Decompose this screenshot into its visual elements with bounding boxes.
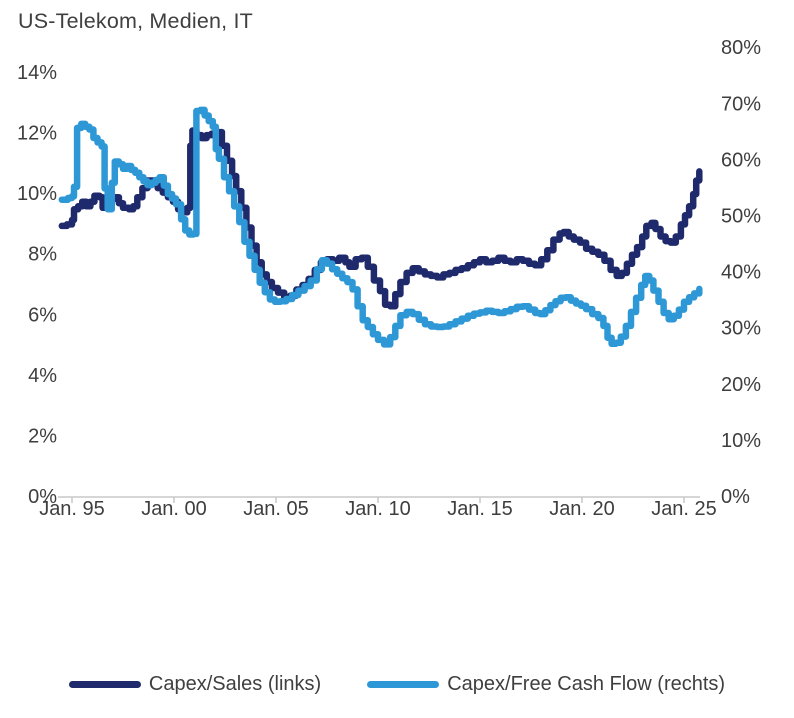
line-chart: 0% 2% 4% 6% 8% 10% 12% 14% 0% 10% 20% 30% 40% 50% 60% 7…: [17, 37, 761, 520]
y-left-tick-label: 12%: [17, 123, 57, 145]
legend-item-capex-fcf: Capex/Free Cash Flow (rechts): [367, 673, 725, 696]
series-path-capex-free-cash-flow: [58, 106, 703, 348]
legend-label-capex-sales: Capex/Sales (links): [148, 672, 322, 695]
legend-item-capex-sales: Capex/Sales (links): [68, 672, 322, 696]
y-left-tick-label: 10%: [17, 183, 57, 205]
legend-label-capex-fcf: Capex/Free Cash Flow (rechts): [447, 672, 726, 695]
y-right-tick-label: 10%: [721, 430, 761, 452]
y-right-tick-label: 20%: [721, 374, 761, 396]
y-left-tick-label: 4%: [28, 365, 57, 387]
y-right-tick-label: 70%: [721, 93, 761, 115]
x-tick-label: Jan. 10: [345, 498, 411, 520]
chart-legend: Capex/Sales (links) Capex/Free Cash Flow…: [0, 664, 794, 704]
x-tick-label: Jan. 00: [141, 498, 207, 520]
y-right-tick-label: 50%: [721, 206, 761, 228]
y-right-tick-label: 40%: [721, 262, 761, 284]
y-right-tick-label: 60%: [721, 149, 761, 171]
x-tick-label: Jan. 25: [651, 498, 717, 520]
y-left-tick-label: 2%: [28, 425, 57, 447]
capex-sales-line-swatch: [68, 680, 141, 688]
series-path-capex-sales: [58, 127, 703, 310]
y-left-tick-label: 8%: [28, 244, 57, 266]
x-tick-label: Jan. 95: [39, 498, 105, 520]
y-right-tick-label: 0%: [721, 486, 750, 508]
y-right-tick-label: 80%: [721, 37, 761, 59]
x-tick-label: Jan. 20: [549, 498, 615, 520]
y-right-tick-label: 30%: [721, 318, 761, 340]
y-left-tick-label: 6%: [28, 304, 57, 326]
capex-fcf-line-swatch: [367, 680, 440, 688]
x-tick-label: Jan. 05: [243, 498, 309, 520]
chart-title: US-Telekom, Medien, IT: [18, 9, 254, 33]
y-left-tick-label: 14%: [17, 62, 57, 84]
y-left-tick-label: 0%: [28, 486, 57, 508]
x-tick-label: Jan. 15: [447, 498, 513, 520]
